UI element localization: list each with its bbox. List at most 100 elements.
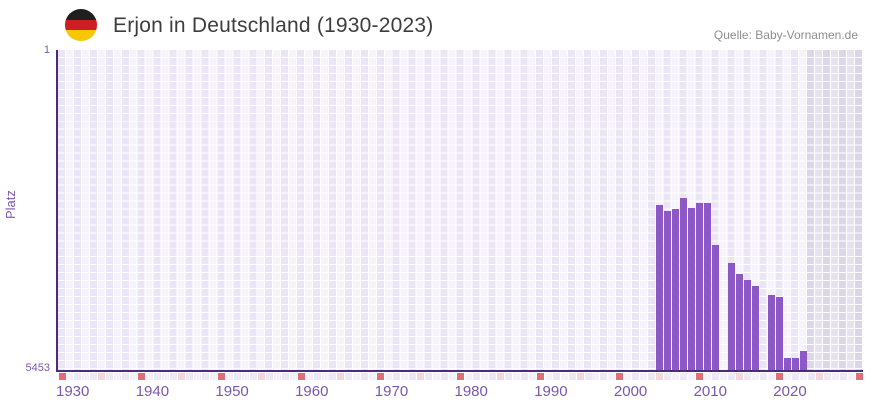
year-tick-square-1991	[544, 373, 552, 380]
year-tick-square-2010	[696, 373, 704, 380]
year-tick-square-1939	[130, 373, 138, 380]
x-axis-label-1970: 1970	[374, 383, 409, 400]
bar-2005[interactable]	[656, 204, 664, 370]
year-tick-square-2021	[783, 373, 791, 380]
year-tick-square-2005	[656, 373, 664, 380]
year-tick-square-2028	[839, 373, 847, 380]
y-axis-tick-bottom: 5453	[25, 362, 50, 374]
year-tick-square-1943	[162, 373, 170, 380]
year-tick-square-1980	[457, 373, 464, 380]
year-tick-square-1986	[504, 373, 512, 380]
year-tick-square-1978	[441, 373, 449, 380]
bar-2012[interactable]	[712, 244, 720, 370]
y-axis-title: Platz	[3, 190, 18, 220]
year-tick-square-1961	[305, 373, 313, 380]
bar-2023[interactable]	[799, 350, 807, 370]
year-tick-square-1998	[600, 373, 608, 380]
year-tick-square-1956	[265, 373, 273, 380]
year-tick-square-1970	[377, 373, 385, 380]
bar-2017[interactable]	[751, 286, 759, 370]
year-tick-square-1949	[209, 373, 217, 380]
year-tick-square-1992	[552, 373, 560, 380]
x-axis-label-1960: 1960	[295, 383, 329, 400]
bar-2022[interactable]	[791, 358, 799, 370]
year-tick-square-1967	[353, 373, 361, 380]
year-tick-square-2030	[855, 373, 863, 380]
bar-2006[interactable]	[664, 210, 672, 370]
year-tick-square-1942	[154, 373, 162, 380]
year-tick-square-2027	[831, 373, 839, 380]
bar-2009[interactable]	[688, 208, 696, 370]
year-tick-square-1951	[225, 373, 233, 380]
year-tick-square-2016	[743, 373, 751, 380]
flag-stripe-red	[65, 19, 97, 31]
year-tick-square-2004	[648, 373, 656, 380]
year-tick-square-1959	[289, 373, 297, 380]
x-axis-label-1930: 1930	[56, 383, 90, 400]
year-tick-square-1985	[496, 373, 504, 380]
year-tick-square-2013	[720, 373, 727, 380]
year-tick-square-1933	[82, 373, 90, 380]
year-tick-square-1981	[464, 373, 472, 380]
year-tick-square-1946	[186, 373, 194, 380]
year-tick-square-2003	[640, 373, 648, 380]
year-tick-square-1955	[257, 373, 265, 380]
year-tick-square-1937	[114, 373, 122, 380]
year-tick-square-1994	[568, 373, 576, 380]
bar-2020[interactable]	[775, 297, 783, 370]
year-tick-square-1996	[584, 373, 592, 380]
x-axis-label-1990: 1990	[534, 383, 568, 400]
year-tick-square-2001	[624, 373, 632, 380]
year-tick-square-2017	[751, 373, 759, 380]
bar-2008[interactable]	[680, 197, 688, 370]
year-tick-square-1983	[480, 373, 488, 380]
year-tick-square-1932	[74, 373, 82, 380]
year-tick-square-1972	[393, 373, 401, 380]
year-tick-square-2008	[680, 373, 688, 380]
year-tick-square-1975	[417, 373, 425, 380]
year-tick-square-1965	[337, 373, 345, 380]
year-tick-square-1971	[385, 373, 393, 380]
year-tick-square-1954	[249, 373, 257, 380]
year-tick-square-1940	[138, 373, 146, 380]
year-tick-square-1982	[472, 373, 480, 380]
year-tick-square-1962	[313, 373, 321, 380]
year-tick-square-1964	[329, 373, 337, 380]
x-axis-label-2000: 2000	[613, 383, 648, 400]
year-tick-square-1973	[401, 373, 409, 380]
bar-2016[interactable]	[743, 280, 751, 370]
bar-2007[interactable]	[672, 209, 680, 370]
bar-2011[interactable]	[704, 202, 712, 370]
year-tick-square-1963	[321, 373, 329, 380]
year-tick-square-1945	[178, 373, 186, 380]
year-tick-square-2011	[704, 373, 712, 380]
x-axis-line	[56, 369, 863, 372]
x-axis-label-2020: 2020	[773, 383, 807, 400]
year-tick-square-1966	[345, 373, 353, 380]
year-tick-square-2002	[632, 373, 640, 380]
bar-2021[interactable]	[783, 357, 791, 370]
year-tick-square-1984	[488, 373, 496, 380]
year-tick-square-1953	[241, 373, 249, 380]
year-tick-square-1974	[409, 373, 417, 380]
x-axis-label-1940: 1940	[135, 383, 170, 400]
bar-2010[interactable]	[696, 202, 704, 370]
year-tick-square-1990	[536, 373, 544, 380]
y-axis-tick-top: 1	[43, 44, 50, 56]
year-tick-square-1948	[201, 373, 209, 380]
year-tick-square-1931	[66, 373, 74, 380]
year-tick-square-1999	[608, 373, 616, 380]
year-tick-square-1952	[233, 373, 241, 380]
year-tick-square-1957	[273, 373, 281, 380]
bar-2015[interactable]	[735, 274, 743, 370]
year-tick-square-2024	[807, 373, 815, 380]
x-axis-label-1950: 1950	[215, 383, 249, 400]
bar-2014[interactable]	[727, 263, 735, 370]
year-tick-square-2026	[823, 373, 831, 380]
bar-2019[interactable]	[767, 294, 775, 370]
year-tick-square-1995	[576, 373, 584, 380]
year-tick-square-1997	[592, 373, 600, 380]
year-tick-square-1958	[281, 373, 289, 380]
german-flag-icon	[65, 9, 97, 41]
